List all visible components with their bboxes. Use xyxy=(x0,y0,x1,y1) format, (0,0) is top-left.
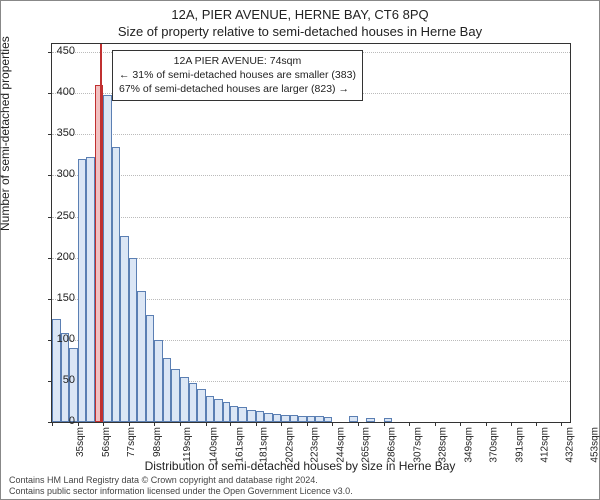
y-tick-label: 100 xyxy=(35,333,75,345)
histogram-bar xyxy=(256,411,265,422)
histogram-bar xyxy=(197,389,206,422)
x-tick xyxy=(256,422,257,426)
page-title-2: Size of property relative to semi-detach… xyxy=(1,24,599,39)
x-axis-label: Distribution of semi-detached houses by … xyxy=(1,459,599,473)
x-tick-label: 286sqm xyxy=(387,427,398,463)
grid-line xyxy=(52,175,570,176)
x-tick-label: 453sqm xyxy=(590,427,600,463)
histogram-bar xyxy=(206,396,215,422)
x-tick-label: 98sqm xyxy=(152,427,163,457)
histogram-bar xyxy=(171,369,180,422)
x-tick-label: 265sqm xyxy=(361,427,372,463)
histogram-bar xyxy=(112,147,121,422)
footer-attribution: Contains HM Land Registry data © Crown c… xyxy=(9,475,353,498)
y-axis-label: Number of semi-detached properties xyxy=(0,36,12,231)
histogram-bar xyxy=(366,418,375,422)
histogram-bar xyxy=(86,157,95,422)
x-tick xyxy=(511,422,512,426)
histogram-bar xyxy=(137,291,146,422)
x-tick xyxy=(409,422,410,426)
x-tick xyxy=(358,422,359,426)
y-tick-label: 350 xyxy=(35,127,75,139)
grid-line xyxy=(52,134,570,135)
y-tick-label: 200 xyxy=(35,251,75,263)
x-tick-label: 35sqm xyxy=(75,427,86,457)
y-tick-label: 150 xyxy=(35,292,75,304)
histogram-bar xyxy=(78,159,87,422)
y-tick-label: 400 xyxy=(35,86,75,98)
y-tick-label: 50 xyxy=(35,374,75,386)
x-tick xyxy=(332,422,333,426)
histogram-bar xyxy=(223,402,230,422)
x-tick xyxy=(129,422,130,426)
histogram-bar xyxy=(273,414,282,422)
x-tick-label: 412sqm xyxy=(540,427,551,463)
x-tick xyxy=(486,422,487,426)
x-tick-label: 202sqm xyxy=(284,427,295,463)
x-tick-label: 391sqm xyxy=(514,427,525,463)
histogram-bar xyxy=(154,340,163,422)
histogram-bar xyxy=(324,417,333,422)
histogram-bar xyxy=(214,399,223,422)
x-tick-label: 349sqm xyxy=(463,427,474,463)
x-tick xyxy=(307,422,308,426)
x-tick-label: 181sqm xyxy=(259,427,270,463)
histogram-bar xyxy=(298,416,307,422)
x-tick xyxy=(561,422,562,426)
x-tick xyxy=(435,422,436,426)
histogram-bar xyxy=(163,358,172,422)
x-tick xyxy=(103,422,104,426)
x-tick-label: 77sqm xyxy=(126,427,137,457)
x-tick xyxy=(384,422,385,426)
x-tick-label: 56sqm xyxy=(101,427,112,457)
annotation-line-2: ← 31% of semi-detached houses are smalle… xyxy=(119,68,356,82)
histogram-bar xyxy=(189,383,198,422)
x-tick xyxy=(154,422,155,426)
histogram-bar xyxy=(307,416,316,422)
histogram-bar xyxy=(180,377,189,422)
y-tick-label: 300 xyxy=(35,168,75,180)
histogram-bar xyxy=(129,258,138,422)
histogram-chart: 12A PIER AVENUE: 74sqm← 31% of semi-deta… xyxy=(51,43,571,423)
histogram-bar xyxy=(315,416,324,422)
annotation-line-1: 12A PIER AVENUE: 74sqm xyxy=(119,54,356,68)
y-tick-label: 250 xyxy=(35,210,75,222)
x-tick-label: 328sqm xyxy=(438,427,449,463)
histogram-bar xyxy=(146,315,155,422)
x-tick xyxy=(281,422,282,426)
x-tick-label: 140sqm xyxy=(209,427,220,463)
x-tick-label: 244sqm xyxy=(335,427,346,463)
x-tick-label: 119sqm xyxy=(182,427,193,462)
histogram-bar xyxy=(281,415,290,422)
x-tick xyxy=(536,422,537,426)
page-title-1: 12A, PIER AVENUE, HERNE BAY, CT6 8PQ xyxy=(1,7,599,22)
x-tick xyxy=(206,422,207,426)
annotation-line-3: 67% of semi-detached houses are larger (… xyxy=(119,82,356,96)
x-tick-label: 161sqm xyxy=(234,427,245,463)
x-tick xyxy=(460,422,461,426)
annotation-box: 12A PIER AVENUE: 74sqm← 31% of semi-deta… xyxy=(112,50,363,101)
y-tick-label: 0 xyxy=(35,415,75,427)
x-tick xyxy=(230,422,231,426)
x-tick xyxy=(180,422,181,426)
y-tick-label: 450 xyxy=(35,45,75,57)
footer-line-2: Contains public sector information licen… xyxy=(9,486,353,497)
x-tick-label: 432sqm xyxy=(564,427,575,463)
histogram-bar xyxy=(247,410,256,422)
x-tick-label: 370sqm xyxy=(489,427,500,463)
histogram-bar xyxy=(384,418,393,422)
histogram-bar xyxy=(103,95,112,422)
footer-line-1: Contains HM Land Registry data © Crown c… xyxy=(9,475,353,486)
histogram-bar xyxy=(264,413,273,422)
x-tick xyxy=(78,422,79,426)
x-tick-label: 307sqm xyxy=(412,427,423,463)
histogram-bar xyxy=(120,236,129,422)
grid-line xyxy=(52,217,570,218)
histogram-bar xyxy=(349,416,358,422)
x-tick-label: 223sqm xyxy=(310,427,321,463)
highlight-position-line xyxy=(100,44,102,422)
histogram-bar xyxy=(230,406,239,422)
histogram-bar xyxy=(290,415,299,422)
histogram-bar xyxy=(238,407,247,422)
